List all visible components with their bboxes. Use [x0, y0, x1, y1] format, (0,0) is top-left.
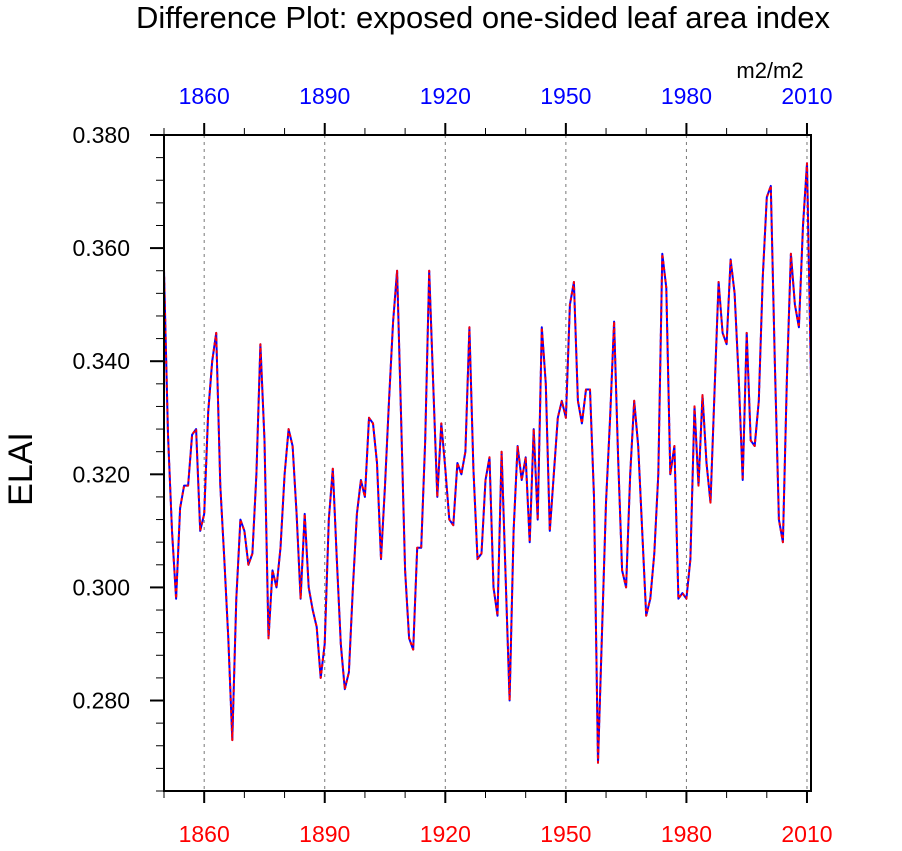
x-tick-label-top-2010: 2010: [781, 83, 832, 109]
chart-title: Difference Plot: exposed one-sided leaf …: [136, 0, 830, 35]
y-tick-label-0: 0.280: [72, 688, 130, 714]
y-ticks: 0.280 0.300 0.320 0.340 0.360 0.380: [72, 122, 164, 792]
x-tick-label-bottom-1980: 1980: [661, 821, 712, 847]
y-tick-label-5: 0.380: [72, 122, 130, 148]
plot-frame: [163, 134, 812, 792]
x-tick-label-top-1980: 1980: [661, 83, 712, 109]
x-tick-label-top-1890: 1890: [299, 83, 350, 109]
x-tick-label-top-1950: 1950: [540, 83, 591, 109]
grid-lines: [203, 135, 808, 791]
y-tick-label-1: 0.300: [72, 574, 130, 600]
y-tick-label-3: 0.340: [72, 348, 130, 374]
x-tick-label-bottom-2010: 2010: [781, 821, 832, 847]
y-tick-label-4: 0.360: [72, 235, 130, 261]
y-tick-label-2: 0.320: [72, 461, 130, 487]
units-label: m2/m2: [736, 58, 803, 83]
x-tick-label-top-1860: 1860: [179, 83, 230, 109]
x-tick-label-bottom-1950: 1950: [540, 821, 591, 847]
x-tick-label-bottom-1890: 1890: [299, 821, 350, 847]
x-ticks: 1860 1860 1890 1890 1920 1920 1950 1950 1980 1980…: [163, 83, 833, 847]
x-tick-label-bottom-1860: 1860: [179, 821, 230, 847]
x-tick-label-bottom-1920: 1920: [420, 821, 471, 847]
series-line-1: [163, 162, 812, 764]
y-axis-label: ELAI: [2, 432, 40, 506]
x-tick-label-top-1920: 1920: [420, 83, 471, 109]
series-group: [163, 162, 812, 764]
